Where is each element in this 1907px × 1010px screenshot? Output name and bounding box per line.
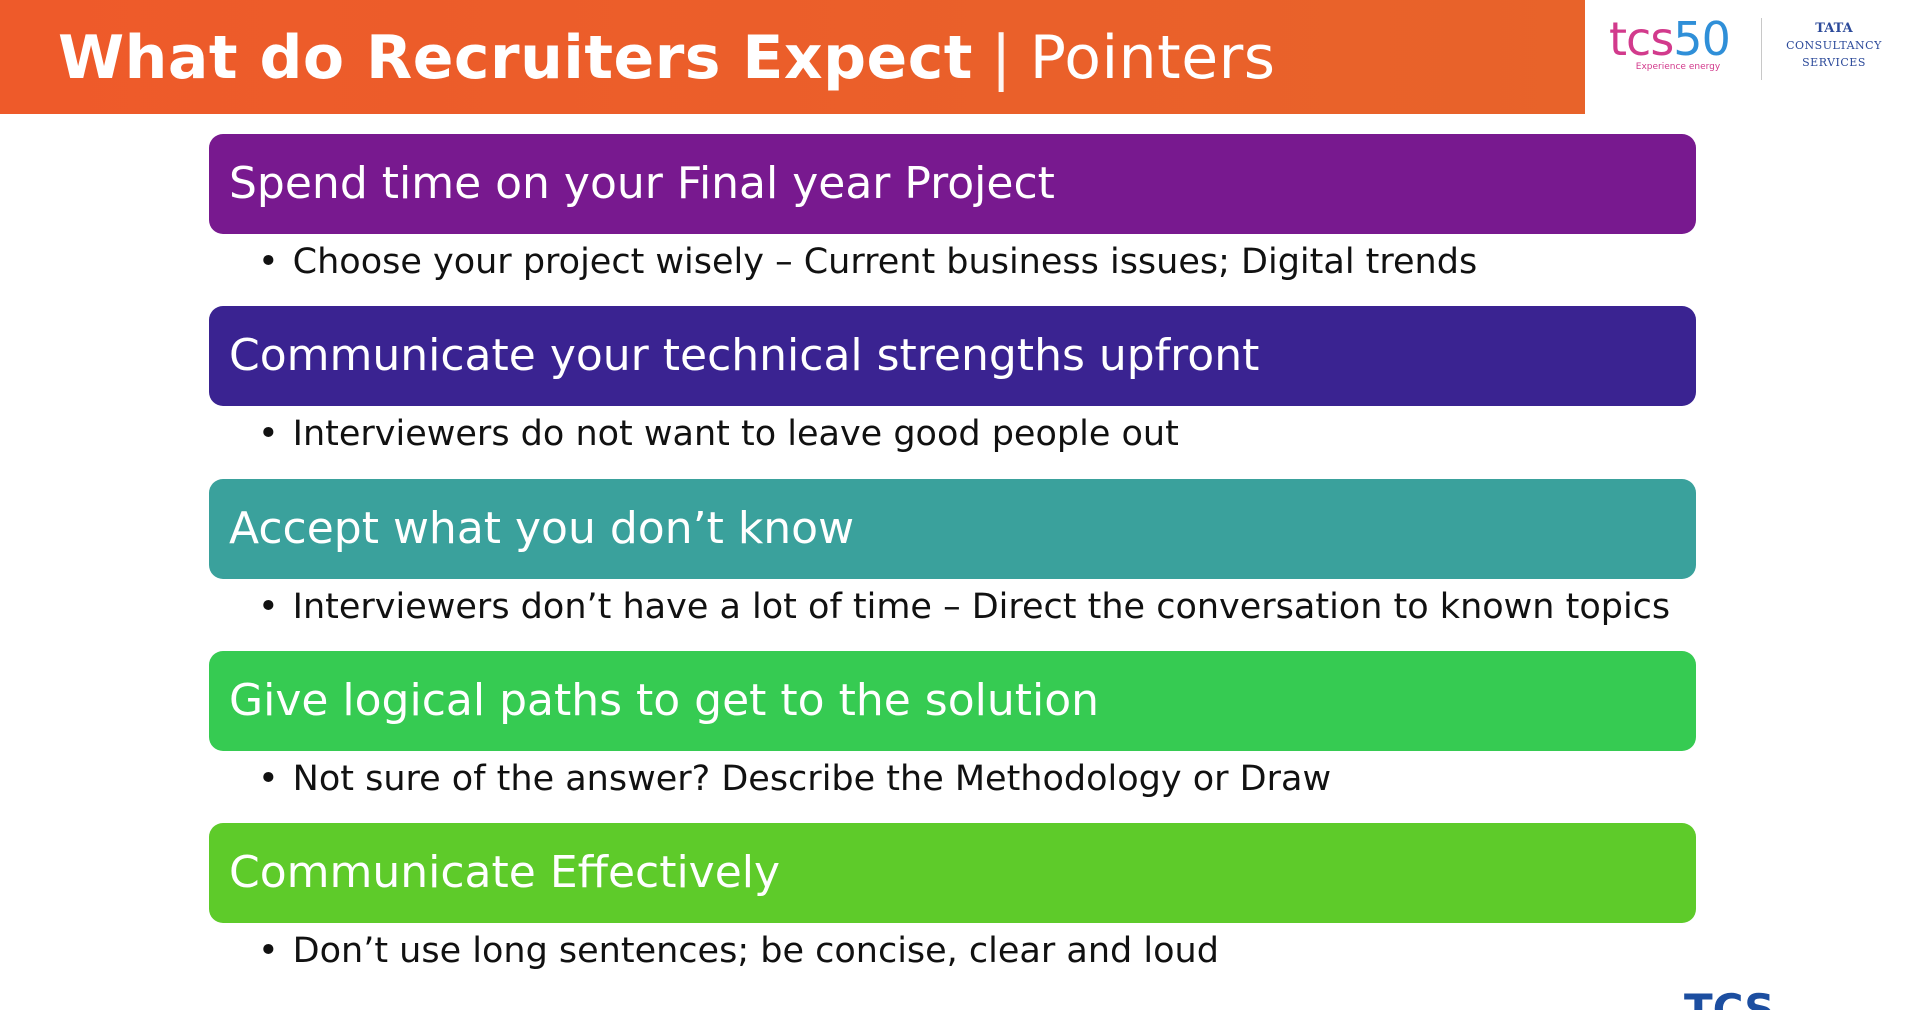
slide-title: What do Recruiters Expect | Pointers bbox=[58, 18, 1276, 98]
tcs50-logo-tcs: tcs bbox=[1609, 12, 1674, 66]
pointer-detail-3: • Interviewers don’t have a lot of time –… bbox=[258, 582, 1670, 632]
tata-consultancy-logo: TATA CONSULTANCY SERVICES bbox=[1771, 20, 1897, 71]
tcs50-logo-fifty: 50 bbox=[1673, 12, 1731, 66]
pointer-detail-text: Don’t use long sentences; be concise, cl… bbox=[292, 931, 1219, 971]
pointer-detail-text: Not sure of the answer? Describe the Met… bbox=[292, 759, 1332, 799]
slide-title-main: What do Recruiters Expect bbox=[58, 23, 973, 93]
logo-area: tcs50 Experience energy TATA CONSULTANCY… bbox=[1585, 0, 1907, 114]
pointer-heading-4: Give logical paths to get to the solutio… bbox=[209, 651, 1696, 751]
pointer-detail-4: • Not sure of the answer? Describe the Me… bbox=[258, 754, 1331, 804]
bullet-icon: • bbox=[258, 587, 279, 627]
tcs50-tagline: Experience energy bbox=[1635, 62, 1721, 72]
pointer-detail-5: • Don’t use long sentences; be concise, c… bbox=[258, 926, 1219, 976]
tcs-ion-logo: TCS iON bbox=[1684, 985, 1907, 1010]
pointer-detail-text: Choose your project wisely – Current bus… bbox=[292, 242, 1478, 282]
pointer-detail-text: Interviewers do not want to leave good p… bbox=[292, 414, 1179, 454]
tata-logo-line2: CONSULTANCY bbox=[1786, 39, 1882, 52]
bullet-icon: • bbox=[258, 414, 279, 454]
slide-title-sub: Pointers bbox=[1029, 23, 1276, 93]
tcs-ion-logo-tcs: TCS bbox=[1684, 985, 1775, 1010]
pointer-detail-1: • Choose your project wisely – Current bu… bbox=[258, 237, 1477, 287]
pointer-detail-text: Interviewers don’t have a lot of time – … bbox=[292, 587, 1671, 627]
bullet-icon: • bbox=[258, 242, 279, 282]
pointer-heading-1: Spend time on your Final year Project bbox=[209, 134, 1696, 234]
pointer-detail-2: • Interviewers do not want to leave good … bbox=[258, 409, 1179, 459]
tata-logo-line3: SERVICES bbox=[1802, 56, 1866, 69]
bullet-icon: • bbox=[258, 759, 279, 799]
header-bar: What do Recruiters Expect | Pointers bbox=[0, 0, 1585, 114]
tcs50-logo: tcs50 Experience energy bbox=[1609, 14, 1751, 84]
pointer-heading-2: Communicate your technical strengths upf… bbox=[209, 306, 1696, 406]
title-separator: | bbox=[991, 23, 1012, 93]
pointer-heading-5: Communicate Effectively bbox=[209, 823, 1696, 923]
tata-logo-line1: TATA bbox=[1815, 21, 1853, 36]
pointer-heading-3: Accept what you don’t know bbox=[209, 479, 1696, 579]
bullet-icon: • bbox=[258, 931, 279, 971]
logo-divider bbox=[1761, 18, 1762, 80]
